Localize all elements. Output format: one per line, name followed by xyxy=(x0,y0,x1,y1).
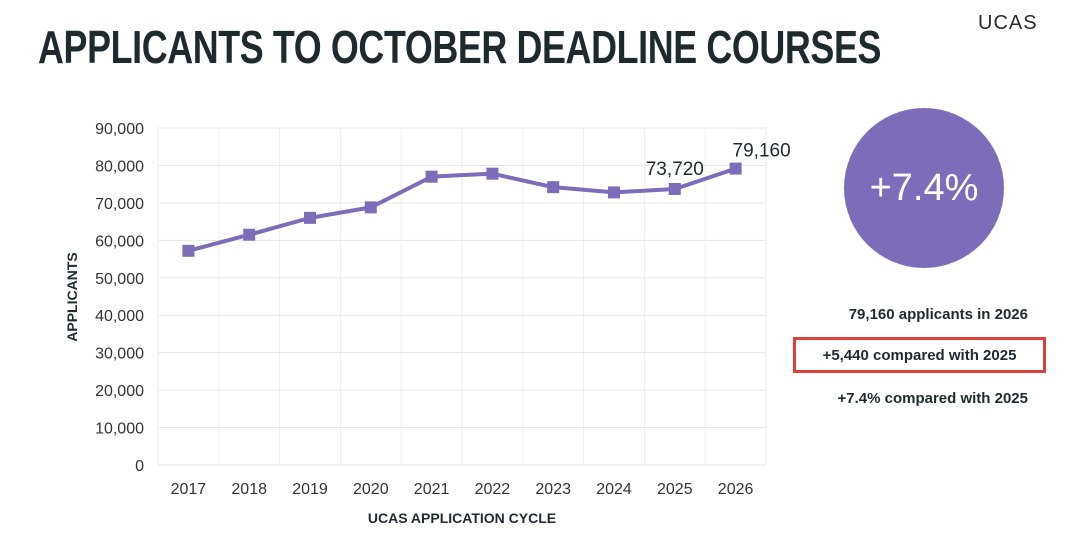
y-axis-title: APPLICANTS xyxy=(64,252,80,341)
chart-grid xyxy=(157,127,767,466)
x-tick-label: 2023 xyxy=(535,481,571,498)
x-tick-label: 2020 xyxy=(353,481,389,498)
series-applicants xyxy=(182,162,742,257)
x-tick-label: 2019 xyxy=(292,481,328,498)
stat-percent-change: +7.4% compared with 2025 xyxy=(837,390,1028,407)
data-labels: 73,720 79,160 xyxy=(646,141,791,180)
percent-change-badge: +7.4% xyxy=(844,108,1004,268)
x-tick-label: 2025 xyxy=(657,481,693,498)
x-tick-label: 2017 xyxy=(171,481,207,498)
data-point xyxy=(547,181,560,194)
data-point xyxy=(486,167,499,180)
data-point xyxy=(729,162,742,175)
x-tick-label: 2022 xyxy=(475,481,511,498)
stat-difference-highlighted: +5,440 compared with 2025 xyxy=(793,337,1046,373)
ucas-logo: UCAS xyxy=(978,12,1038,34)
y-tick-label: 90,000 xyxy=(95,121,144,138)
x-tick-label: 2021 xyxy=(414,481,450,498)
x-tick-label: 2026 xyxy=(718,481,754,498)
data-label: 79,160 xyxy=(733,141,791,162)
x-tick-label: 2024 xyxy=(596,481,632,498)
data-point xyxy=(304,211,316,224)
data-point xyxy=(182,244,195,257)
x-axis-ticks: 2017 2018 2019 2020 2021 2022 2023 2024 2025 2026 xyxy=(171,481,754,498)
page-title: APPLICANTS TO OCTOBER DEADLINE COURSES xyxy=(38,21,882,73)
percent-change-value: +7.4% xyxy=(869,166,979,209)
y-tick-label: 80,000 xyxy=(95,158,144,175)
y-tick-label: 60,000 xyxy=(95,233,144,250)
stat-total-applicants: 79,160 applicants in 2026 xyxy=(848,306,1028,323)
data-point xyxy=(425,170,438,183)
data-point xyxy=(243,228,256,241)
data-point xyxy=(608,186,620,199)
x-axis-title: UCAS APPLICATION CYCLE xyxy=(368,510,556,526)
y-tick-label: 30,000 xyxy=(95,346,144,363)
y-tick-label: 70,000 xyxy=(95,196,144,213)
y-axis-ticks: 0 10,000 20,000 30,000 40,000 50,000 60,000 70,… xyxy=(95,121,144,475)
y-tick-label: 10,000 xyxy=(95,421,144,438)
data-point xyxy=(364,201,377,214)
x-tick-label: 2018 xyxy=(231,481,267,498)
y-tick-label: 20,000 xyxy=(95,383,144,400)
data-label: 73,720 xyxy=(646,159,704,180)
y-tick-label: 0 xyxy=(135,458,144,475)
y-tick-label: 50,000 xyxy=(95,271,144,288)
y-tick-label: 40,000 xyxy=(95,308,144,325)
data-point xyxy=(668,182,681,195)
series-line xyxy=(187,166,737,253)
